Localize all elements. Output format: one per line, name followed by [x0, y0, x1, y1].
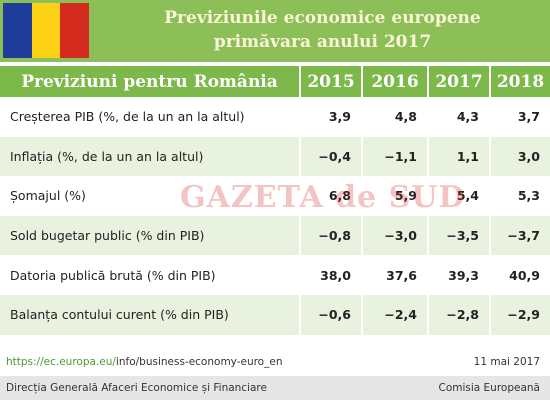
indicator-cell: Șomajul (%): [10, 188, 86, 204]
value-cell: 37,6: [361, 255, 428, 295]
title-bar: Previziunile economice europene primăvar…: [0, 0, 550, 62]
department: Direcția Generală Afaceri Economice și F…: [6, 382, 267, 394]
title: Previziunile economice europene primăvar…: [95, 6, 550, 54]
value-cell: 5,3: [489, 176, 550, 216]
bottom-bar: Direcția Generală Afaceri Economice și F…: [0, 376, 550, 400]
value-cell: 6,8: [299, 176, 362, 216]
value-cell: 40,9: [489, 255, 550, 295]
date: 11 mai 2017: [473, 356, 540, 368]
footer: https://ec.europa.eu/info/business-econo…: [6, 356, 540, 368]
value-cell: −3,0: [361, 215, 428, 256]
value-cell: 4,8: [361, 97, 428, 137]
title-line: Previziunile economice europene: [164, 8, 481, 28]
forecast-table: Previziuni pentru România 2015 2016 2017 201…: [0, 66, 550, 335]
label-header: Previziuni pentru România: [0, 66, 300, 97]
value-cell: 3,0: [489, 136, 550, 177]
value-cell: 5,9: [361, 176, 428, 216]
value-cell: −2,9: [489, 294, 550, 335]
value-cell: −0,6: [299, 294, 362, 335]
value-cell: −2,8: [427, 294, 490, 335]
value-cell: −0,4: [299, 136, 362, 177]
indicator-cell: Sold bugetar public (% din PIB): [0, 215, 300, 256]
year-header: 2018: [489, 66, 550, 97]
value-cell: −2,4: [361, 294, 428, 335]
value-cell: 3,7: [489, 97, 550, 137]
value-cell: −1,1: [361, 136, 428, 177]
table-row: Datoria publică brută (% din PIB) 38,0 37,…: [0, 255, 550, 295]
indicator-cell: Inflația (%, de la un an la altul): [0, 136, 300, 177]
url-domain[interactable]: https://ec.europa.eu/: [6, 356, 116, 368]
value-cell: −0,8: [299, 215, 362, 256]
value-cell: 4,3: [427, 97, 490, 137]
value-cell: −3,5: [427, 215, 490, 256]
value-cell: 38,0: [299, 255, 362, 295]
year-header: 2015: [299, 66, 362, 97]
value-cell: 39,3: [427, 255, 490, 295]
watermark: GAZETA de SUD: [180, 180, 466, 215]
header-row: Previziuni pentru România 2015 2016 2017 201…: [0, 66, 550, 97]
title-line: primăvara anului 2017: [213, 32, 432, 52]
indicator-cell: Datoria publică brută (% din PIB): [10, 267, 216, 283]
table-row: Sold bugetar public (% din PIB) −0,8 −3,0−…: [0, 215, 550, 256]
table-row: Inflația (%, de la un an la altul) −0,4 −1…: [0, 136, 550, 177]
value-cell: 1,1: [427, 136, 490, 177]
flag: [3, 3, 90, 58]
institution: Comisia Europeană: [438, 382, 540, 394]
table-row: Creșterea PIB (%, de la un an la altul) 3…: [0, 97, 550, 137]
value-cell: 3,9: [299, 97, 362, 137]
year-header: 2016: [361, 66, 428, 97]
table-row: Șomajul (%) 6,8 5,9 5,4 5,3: [0, 176, 550, 216]
value-cell: 5,4: [427, 176, 490, 216]
table-row: Balanța contului curent (% din PIB) −0,6−…: [0, 294, 550, 335]
value-cell: −3,7: [489, 215, 550, 256]
indicator-cell: Creșterea PIB (%, de la un an la altul): [10, 109, 245, 125]
year-header: 2017: [427, 66, 490, 97]
indicator-cell: Balanța contului curent (% din PIB): [0, 294, 300, 335]
url-path[interactable]: info/business-economy-euro_en: [115, 356, 283, 368]
